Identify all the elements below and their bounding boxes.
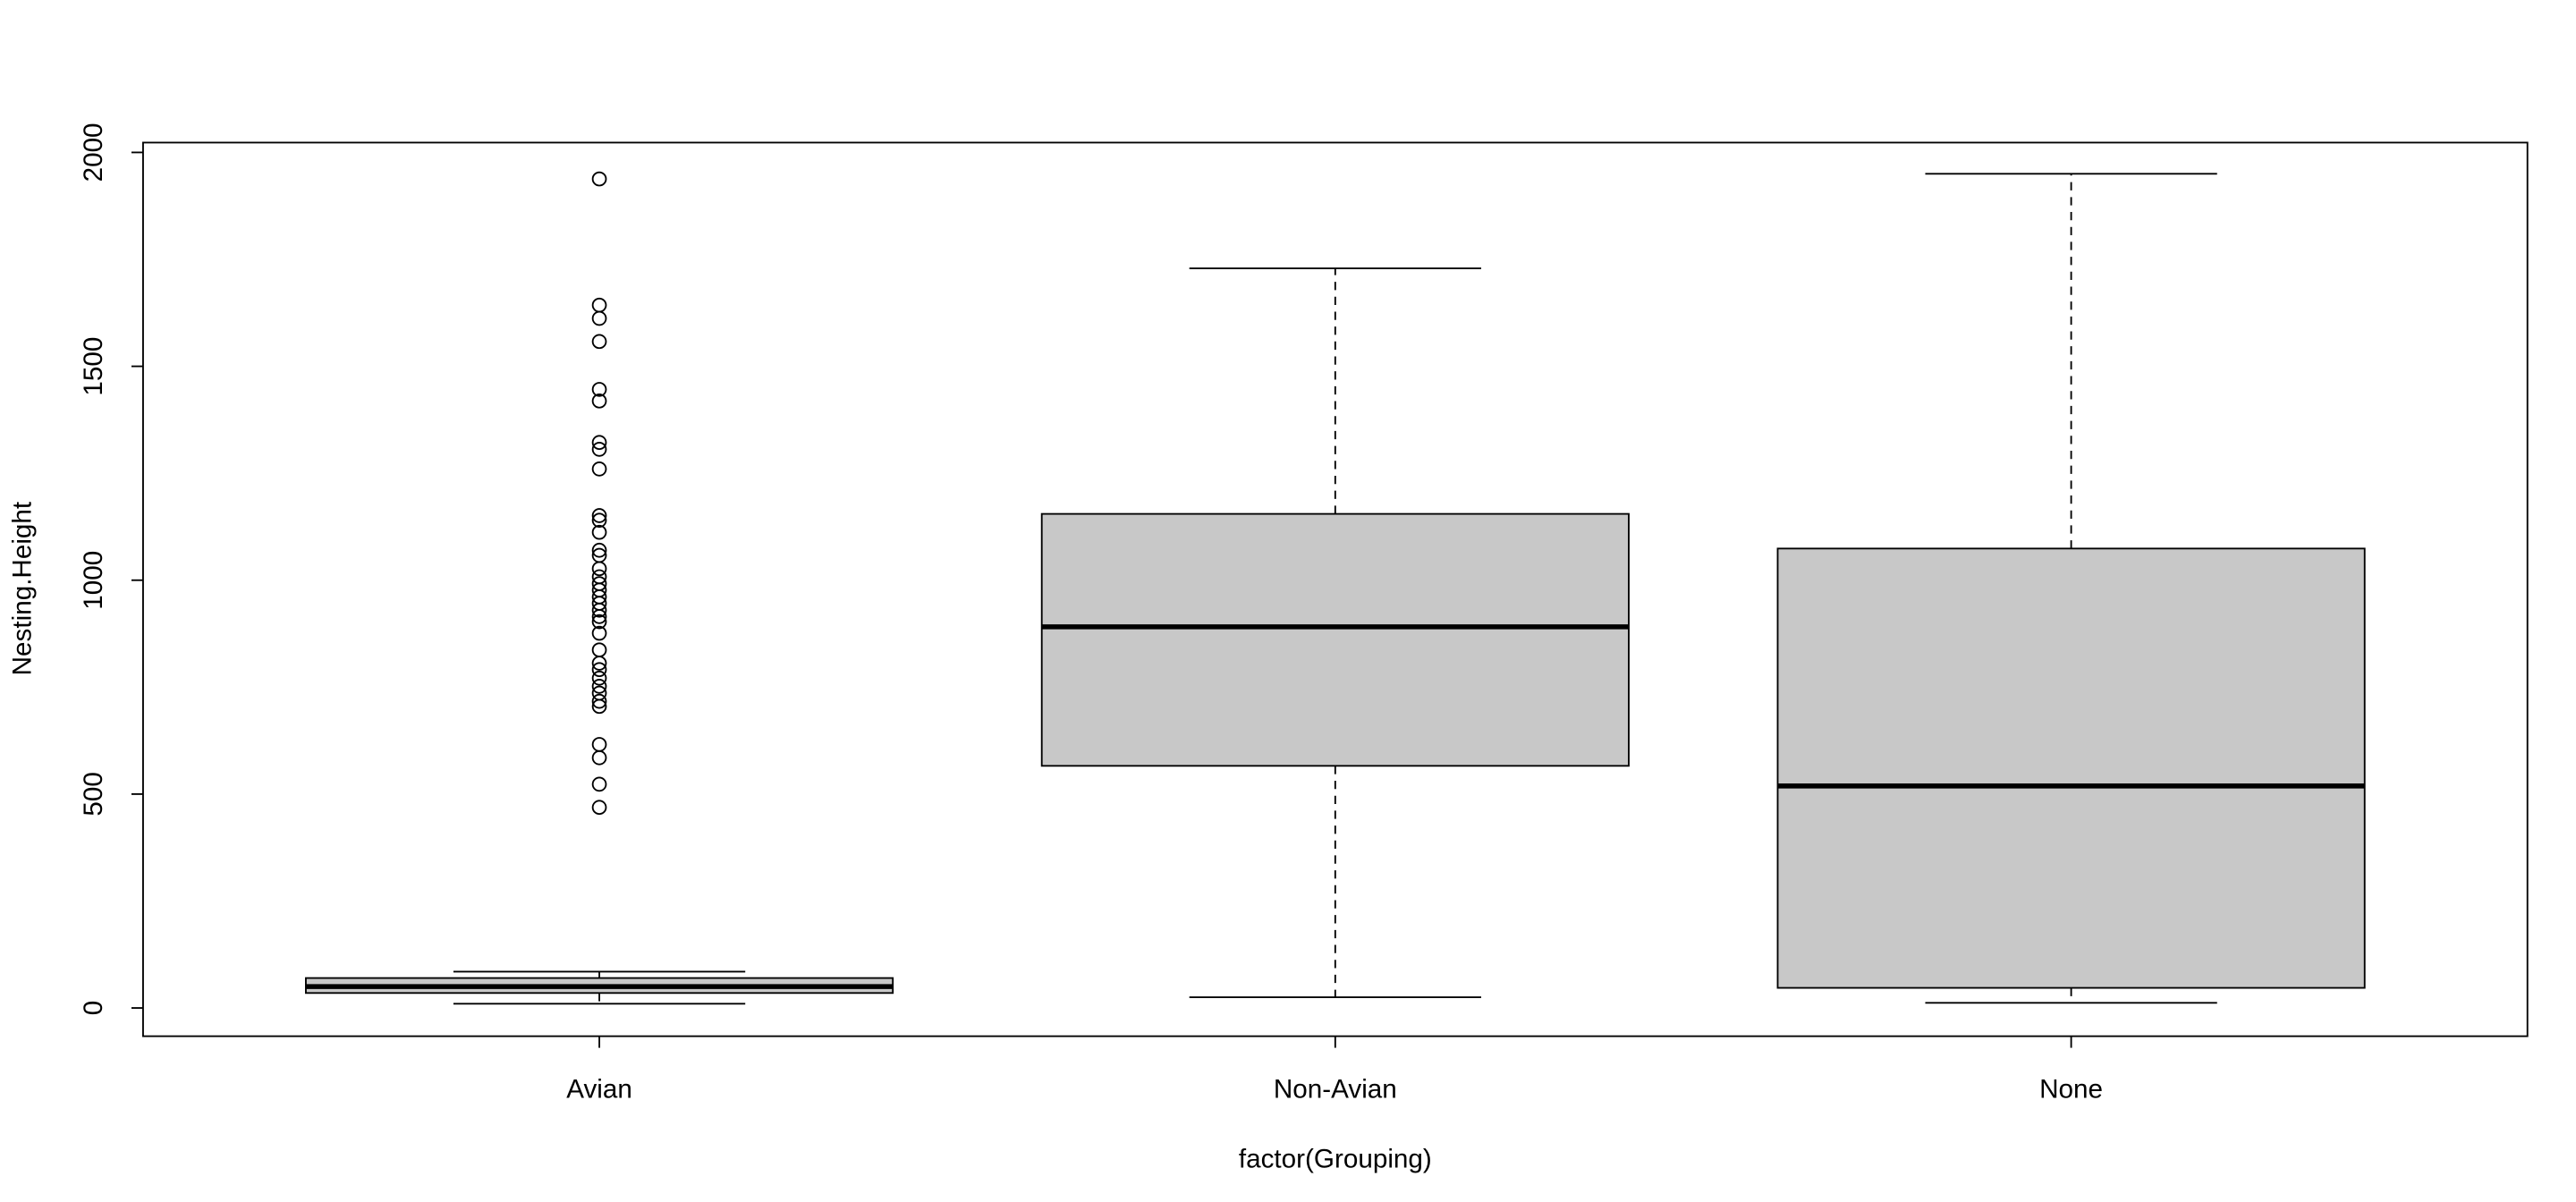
outlier: [591, 693, 607, 709]
outlier: [591, 171, 607, 187]
box: [1776, 547, 2366, 989]
outlier: [591, 662, 607, 678]
outlier: [591, 670, 607, 686]
outlier: [591, 609, 607, 624]
outlier: [591, 442, 607, 457]
outlier: [591, 524, 607, 540]
outlier: [591, 334, 607, 350]
y-tick-label: 0: [79, 1001, 108, 1016]
x-tick-label: None: [2039, 1075, 2103, 1105]
y-tick-label: 500: [79, 772, 108, 816]
outlier: [591, 625, 607, 641]
outlier: [591, 602, 607, 618]
outlier: [591, 679, 607, 694]
outlier: [591, 393, 607, 409]
outlier: [591, 800, 607, 816]
y-axis-label: Nesting.Height: [7, 501, 37, 675]
outlier: [591, 512, 607, 529]
y-tick-label: 2000: [79, 123, 108, 182]
outlier: [591, 614, 607, 630]
outlier: [591, 656, 607, 671]
outlier: [591, 310, 607, 326]
box: [1040, 512, 1630, 767]
y-tick-label: 1500: [79, 337, 108, 396]
outlier: [591, 561, 607, 577]
outlier: [591, 382, 607, 397]
outlier: [591, 698, 607, 715]
y-tick-label: 1000: [79, 551, 108, 610]
x-tick-label: Non-Avian: [1274, 1075, 1397, 1105]
outlier: [591, 737, 607, 752]
outlier: [591, 542, 607, 558]
x-axis-label: factor(Grouping): [1239, 1144, 1432, 1173]
outlier: [591, 642, 607, 658]
outlier: [591, 749, 607, 766]
outlier: [591, 435, 607, 451]
outlier: [591, 508, 607, 523]
outlier: [591, 776, 607, 792]
outlier: [591, 461, 607, 477]
outlier: [591, 297, 607, 313]
x-tick-label: Avian: [566, 1075, 632, 1105]
